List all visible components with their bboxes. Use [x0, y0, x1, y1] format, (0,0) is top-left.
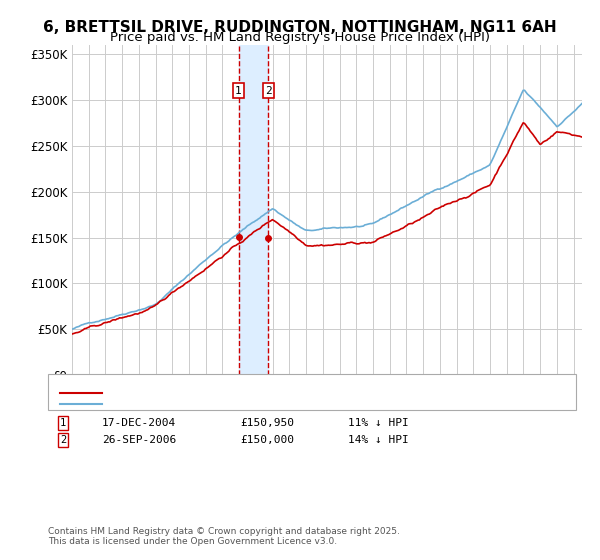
- Text: 17-DEC-2004: 17-DEC-2004: [102, 418, 176, 428]
- Bar: [239, 45, 268, 375]
- Text: £150,000: £150,000: [240, 435, 294, 445]
- Text: 14% ↓ HPI: 14% ↓ HPI: [348, 435, 409, 445]
- Text: 2: 2: [60, 435, 66, 445]
- Text: Price paid vs. HM Land Registry's House Price Index (HPI): Price paid vs. HM Land Registry's House …: [110, 31, 490, 44]
- Text: 6, BRETTSIL DRIVE, RUDDINGTON, NOTTINGHAM, NG11 6AH: 6, BRETTSIL DRIVE, RUDDINGTON, NOTTINGHA…: [43, 20, 557, 35]
- Text: 6, BRETTSIL DRIVE, RUDDINGTON, NOTTINGHAM, NG11 6AH (semi-detached house): 6, BRETTSIL DRIVE, RUDDINGTON, NOTTINGHA…: [108, 388, 527, 398]
- Text: 1: 1: [235, 86, 242, 96]
- Text: 1: 1: [60, 418, 66, 428]
- Text: 2: 2: [265, 86, 272, 96]
- Text: Contains HM Land Registry data © Crown copyright and database right 2025.
This d: Contains HM Land Registry data © Crown c…: [48, 526, 400, 546]
- Text: HPI: Average price, semi-detached house, Rushcliffe: HPI: Average price, semi-detached house,…: [108, 399, 369, 409]
- Text: £150,950: £150,950: [240, 418, 294, 428]
- Text: 11% ↓ HPI: 11% ↓ HPI: [348, 418, 409, 428]
- Text: 26-SEP-2006: 26-SEP-2006: [102, 435, 176, 445]
